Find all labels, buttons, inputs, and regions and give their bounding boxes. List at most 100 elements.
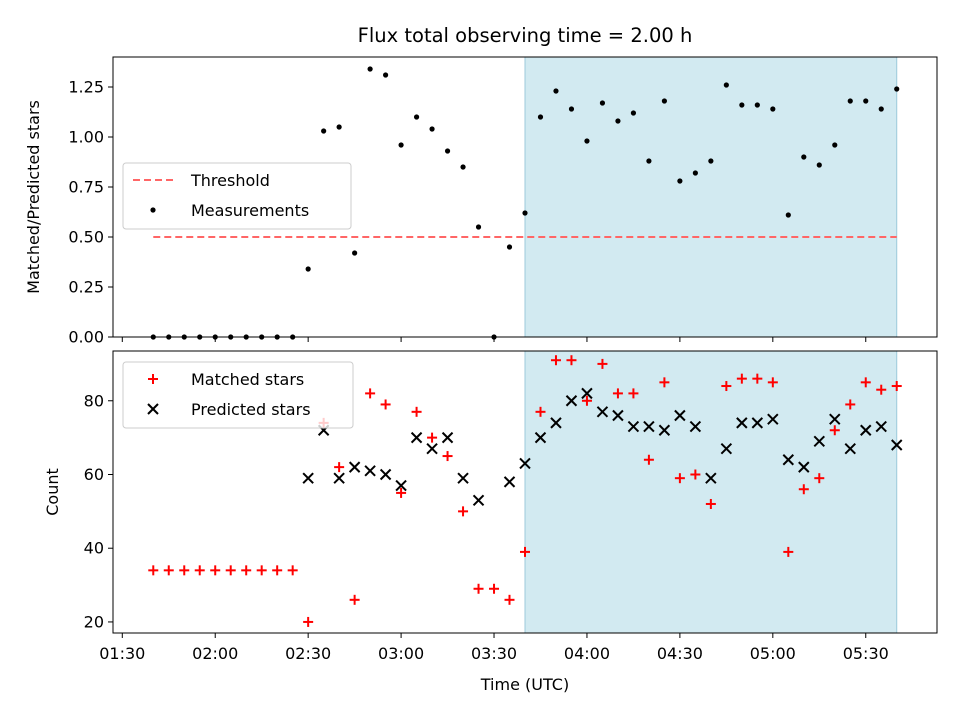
bottom-shaded-region <box>525 351 897 633</box>
matched-star-point <box>814 473 825 484</box>
matched-star-point <box>427 432 438 443</box>
predicted-star-point <box>364 465 376 477</box>
x-axis-label: Time (UTC) <box>480 675 569 694</box>
bottom-y-tick-label: 20 <box>84 612 104 631</box>
bottom-y-tick-label: 80 <box>84 391 104 410</box>
measurement-point <box>723 82 729 88</box>
matched-star-point <box>705 498 716 509</box>
matched-star-point <box>411 406 422 417</box>
predicted-star-point <box>457 472 469 484</box>
measurement-point <box>770 106 776 112</box>
x-tick-label: 05:00 <box>750 644 796 663</box>
legend-measurements-marker <box>150 207 156 213</box>
measurement-point <box>305 266 311 272</box>
matched-star-point <box>643 454 654 465</box>
predicted-star-point <box>519 457 531 470</box>
measurement-point <box>321 128 327 134</box>
predicted-star-point <box>674 409 686 422</box>
matched-star-point <box>442 451 453 462</box>
matched-star-point <box>752 373 763 384</box>
predicted-star-point <box>581 387 593 400</box>
top-y-tick-label: 0.50 <box>68 228 104 247</box>
bottom-y-axis-label: Count <box>43 468 62 516</box>
measurement-point <box>863 98 869 104</box>
predicted-star-point <box>503 476 516 488</box>
predicted-star-point <box>643 420 655 433</box>
top-y-tick-label: 0.75 <box>68 178 104 197</box>
matched-star-point <box>767 377 778 388</box>
matched-star-point <box>241 565 252 576</box>
matched-star-point <box>365 388 376 399</box>
predicted-star-point <box>379 468 392 481</box>
measurement-point <box>801 154 807 160</box>
matched-star-point <box>860 377 871 388</box>
measurement-point <box>506 244 513 250</box>
predicted-star-point <box>813 435 825 448</box>
predicted-star-point <box>798 461 810 473</box>
matched-star-point <box>659 377 670 388</box>
measurement-point <box>367 66 373 72</box>
measurement-point <box>444 148 451 154</box>
bottom-y-tick-label: 60 <box>84 465 104 484</box>
measurement-point <box>878 106 884 112</box>
top-shaded-region <box>525 57 897 337</box>
matched-star-point <box>520 546 530 557</box>
measurement-point <box>584 138 590 144</box>
predicted-star-point <box>426 442 438 455</box>
matched-star-point <box>225 565 236 576</box>
top-panel: Flux total observing time = 2.00 h 0.00 0… <box>24 24 938 347</box>
predicted-star-point <box>333 472 345 484</box>
legend-matched-label: Matched stars <box>191 370 304 389</box>
measurement-point <box>568 106 575 112</box>
legend-matched-marker <box>148 374 158 384</box>
chart-title: Flux total observing time = 2.00 h <box>358 24 693 47</box>
predicted-star-point <box>550 417 562 429</box>
predicted-star-point <box>705 472 717 484</box>
matched-star-point <box>380 399 391 410</box>
matched-star-point <box>396 487 407 498</box>
predicted-star-point <box>596 406 609 418</box>
measurement-point <box>754 102 760 108</box>
top-axes-frame <box>112 56 938 338</box>
matched-star-point <box>148 565 159 576</box>
legend-threshold-label: Threshold <box>190 171 270 190</box>
matched-star-point <box>179 565 190 576</box>
top-y-tick-label: 1.25 <box>68 78 104 97</box>
matched-star-point <box>876 384 887 395</box>
measurement-point <box>894 86 900 92</box>
legend-measurements-label: Measurements <box>191 201 309 220</box>
predicted-star-point <box>860 424 872 436</box>
measurement-point <box>398 142 404 148</box>
predicted-star-point <box>782 454 795 466</box>
matched-star-point <box>566 355 577 366</box>
predicted-star-point <box>751 417 764 429</box>
measurement-point <box>352 250 358 256</box>
measurement-point <box>413 114 420 120</box>
matched-star-point <box>303 616 314 627</box>
matched-star-point <box>721 381 732 392</box>
matched-star-point <box>845 399 856 410</box>
bottom-legend-box <box>122 361 354 429</box>
measurement-point <box>475 224 482 230</box>
predicted-star-point <box>410 431 423 444</box>
matched-star-point <box>194 565 205 576</box>
matched-star-point <box>473 583 484 594</box>
measurement-point <box>460 164 466 170</box>
predicted-star-point <box>395 479 407 492</box>
measurement-point <box>832 142 838 148</box>
measurement-point <box>785 212 791 218</box>
predicted-star-point <box>302 472 314 484</box>
bottom-legend: Matched stars Predicted stars <box>122 361 354 429</box>
predicted-star-point <box>348 461 361 473</box>
measurement-point <box>847 98 853 104</box>
predicted-star-point <box>767 413 779 425</box>
matched-star-point <box>798 484 809 495</box>
legend-predicted-label: Predicted stars <box>191 400 311 419</box>
matched-star-point <box>287 565 298 576</box>
bottom-panel: 01:30 02:00 02:30 03:00 03:30 04:00 04:30 05:00… <box>43 350 938 694</box>
predicted-star-point <box>612 409 624 422</box>
matched-star-point <box>736 373 747 384</box>
predicted-star-point <box>472 494 485 507</box>
top-y-tick-label: 0.25 <box>68 278 104 297</box>
